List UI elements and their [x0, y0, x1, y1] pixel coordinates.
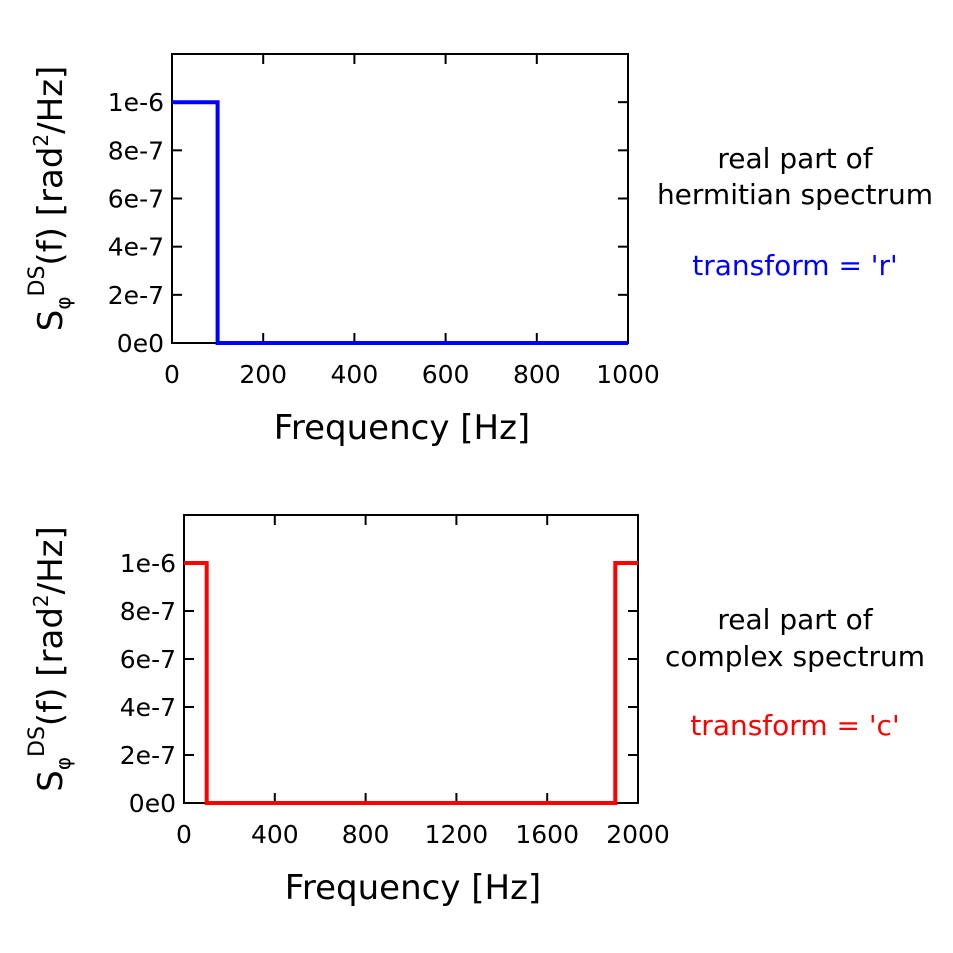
x-tick-label: 1200	[425, 820, 489, 849]
transform-annotation: transform = 'c'	[690, 709, 899, 742]
y-axis-title: SφDS(f) [rad2/Hz]	[25, 526, 75, 792]
x-tick-label: 800	[342, 820, 390, 849]
y-tick-label: 8e-7	[108, 136, 164, 165]
annotation-line-2: complex spectrum	[665, 640, 925, 673]
x-tick-label: 800	[513, 360, 561, 389]
transform-annotation: transform = 'r'	[692, 249, 897, 282]
series-line	[184, 561, 638, 805]
chart-panel-2: 0 400 800 1200 1600 2000 0e0 2e-7 4e-7 6e-7 8e-7 1e…	[25, 514, 925, 908]
annotation-line-1: real part of	[717, 142, 873, 175]
y-tick-label: 0e0	[129, 789, 176, 818]
x-tick-label: 600	[422, 360, 470, 389]
x-tick-label: 0	[176, 820, 192, 849]
y-axis-title: SφDS(f) [rad2/Hz]	[25, 66, 75, 332]
x-axis-title: Frequency [Hz]	[285, 868, 541, 908]
plot-frame	[171, 53, 629, 344]
y-tick-label: 6e-7	[108, 185, 164, 214]
x-tick-label: 2000	[606, 820, 670, 849]
y-tick-label: 2e-7	[108, 281, 164, 310]
y-tick-label: 2e-7	[120, 741, 176, 770]
y-tick-label: 4e-7	[120, 693, 176, 722]
plot-frame	[183, 514, 639, 804]
series-line	[172, 100, 628, 345]
x-tick-label: 1600	[515, 820, 579, 849]
annotation-line-1: real part of	[717, 603, 873, 636]
x-tick-label: 1000	[596, 360, 660, 389]
x-tick-label: 200	[239, 360, 287, 389]
y-tick-label: 6e-7	[120, 645, 176, 674]
x-tick-label: 400	[251, 820, 299, 849]
x-tick-label: 400	[331, 360, 379, 389]
y-tick-label: 1e-6	[108, 88, 164, 117]
annotation-line-2: hermitian spectrum	[657, 178, 933, 211]
x-tick-label: 0	[164, 360, 180, 389]
chart-panel-1: 0 200 400 600 800 1000 0e0 2e-7 4e-7 6e-7 8e-7 1e-6…	[25, 53, 933, 448]
y-tick-label: 8e-7	[120, 597, 176, 626]
y-tick-label: 1e-6	[120, 549, 176, 578]
x-axis-title: Frequency [Hz]	[274, 408, 530, 448]
y-tick-label: 0e0	[117, 329, 164, 358]
y-tick-label: 4e-7	[108, 233, 164, 262]
